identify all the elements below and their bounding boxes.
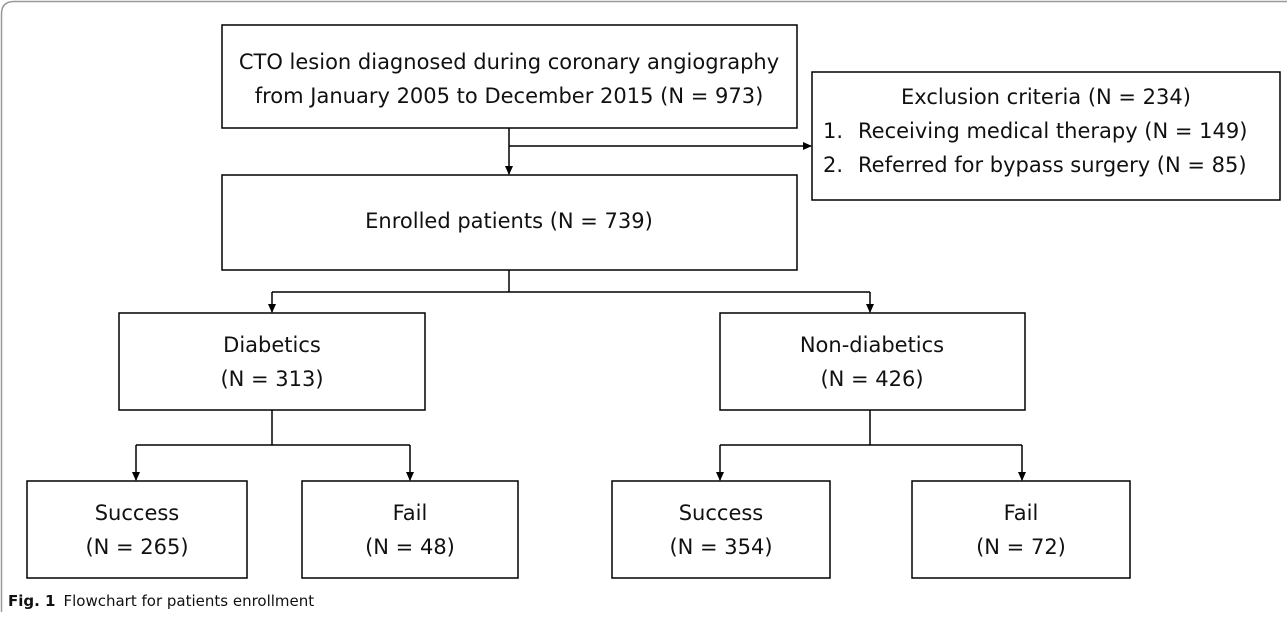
node-text: (N = 313) (220, 367, 323, 391)
node-box (302, 481, 518, 578)
node-box (27, 481, 247, 578)
node-text: from January 2005 to December 2015 (N = … (255, 84, 764, 108)
node-text: Non-diabetics (800, 333, 944, 357)
node-text: CTO lesion diagnosed during coronary ang… (239, 50, 779, 74)
node-text: Success (95, 501, 180, 525)
node-text: Diabetics (223, 333, 321, 357)
caption-text: Flowchart for patients enrollment (63, 592, 314, 610)
node-box (612, 481, 830, 578)
node-text: (N = 265) (85, 535, 188, 559)
caption: Fig. 1 Flowchart for patients enrollment (8, 592, 314, 610)
item-number: 2. (823, 153, 843, 177)
node-text: Fail (1004, 501, 1039, 525)
node-text: Fail (393, 501, 428, 525)
item-text: Referred for bypass surgery (N = 85) (858, 153, 1247, 177)
node-box (720, 313, 1025, 410)
node-box (222, 25, 797, 128)
node-text: (N = 426) (820, 367, 923, 391)
node-box (912, 481, 1130, 578)
item-number: 1. (823, 119, 843, 143)
node-text: Success (679, 501, 764, 525)
node-text: Enrolled patients (N = 739) (365, 209, 653, 233)
node-text: (N = 354) (669, 535, 772, 559)
item-text: Receiving medical therapy (N = 149) (858, 119, 1247, 143)
node-text: (N = 48) (365, 535, 455, 559)
exclusion-title: Exclusion criteria (N = 234) (901, 85, 1191, 109)
caption-label: Fig. 1 (8, 592, 55, 610)
node-text: (N = 72) (976, 535, 1066, 559)
node-box (119, 313, 425, 410)
